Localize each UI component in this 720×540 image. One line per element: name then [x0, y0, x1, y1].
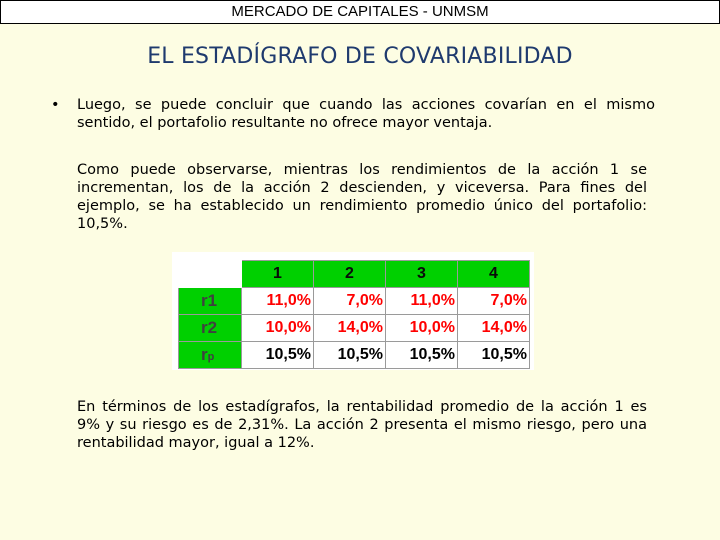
- table-cell: 10,0%: [385, 314, 458, 342]
- table-header-row: 1 2 3 4: [178, 260, 530, 288]
- table-cell: 10,0%: [241, 314, 314, 342]
- slide-title: EL ESTADÍGRAFO DE COVARIABILIDAD: [147, 44, 573, 69]
- table-cell: 10,5%: [457, 341, 530, 369]
- row-label: r2: [178, 314, 242, 342]
- returns-table-image: 1 2 3 4 r1 11,0% 7,0% 11,0% 7,0% r2 10,0…: [172, 252, 534, 370]
- row-label: rp: [178, 341, 242, 369]
- table-cell: 14,0%: [457, 314, 530, 342]
- table-cell: 11,0%: [241, 287, 314, 315]
- paragraph-observation: Como puede observarse, mientras los rend…: [77, 162, 647, 232]
- table-cell: 10,5%: [313, 341, 386, 369]
- column-header: 4: [457, 260, 530, 288]
- table-cell: 11,0%: [385, 287, 458, 315]
- bullet-text: Luego, se puede concluir que cuando las …: [77, 97, 655, 131]
- returns-table: 1 2 3 4 r1 11,0% 7,0% 11,0% 7,0% r2 10,0…: [178, 260, 530, 369]
- paragraph-statistics: En términos de los estadígrafos, la rent…: [77, 399, 647, 451]
- table-row: r1 11,0% 7,0% 11,0% 7,0%: [178, 287, 530, 315]
- table-cell: 10,5%: [241, 341, 314, 369]
- column-header: 3: [385, 260, 458, 288]
- table-cell: 10,5%: [385, 341, 458, 369]
- bullet-item: • Luego, se puede concluir que cuando la…: [51, 96, 655, 132]
- table-corner: [178, 260, 242, 288]
- row-label-subscript: p: [207, 351, 215, 363]
- column-header: 1: [241, 260, 314, 288]
- column-header: 2: [313, 260, 386, 288]
- bullet-icon: •: [51, 97, 60, 113]
- row-label: r1: [178, 287, 242, 315]
- table-cell: 14,0%: [313, 314, 386, 342]
- table-row: rp 10,5% 10,5% 10,5% 10,5%: [178, 341, 530, 369]
- row-label-main: r: [201, 345, 208, 364]
- slide-header: MERCADO DE CAPITALES - UNMSM: [0, 0, 720, 24]
- table-cell: 7,0%: [313, 287, 386, 315]
- table-row: r2 10,0% 14,0% 10,0% 14,0%: [178, 314, 530, 342]
- table-cell: 7,0%: [457, 287, 530, 315]
